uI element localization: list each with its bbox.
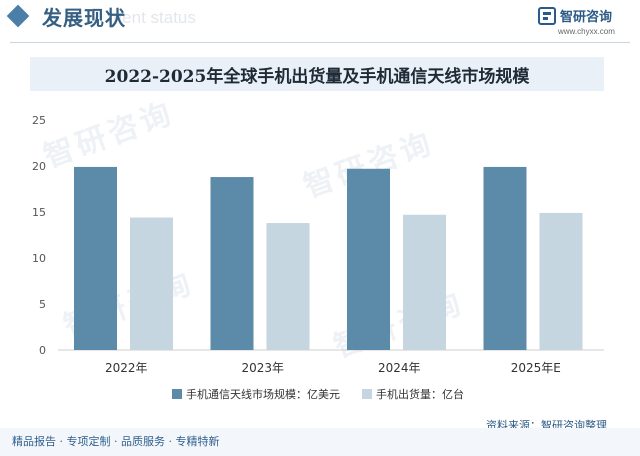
x-tick-label: 2023年 xyxy=(241,361,284,375)
bar-shipment xyxy=(403,214,446,350)
chart-title: 2022-2025年全球手机出货量及手机通信天线市场规模 xyxy=(104,67,530,87)
header-divider xyxy=(10,42,630,43)
legend-swatch-market xyxy=(172,389,182,399)
bar-shipment xyxy=(266,223,310,350)
bar-market xyxy=(210,177,254,350)
legend-swatch-shipment xyxy=(362,389,372,399)
bar-market xyxy=(74,166,117,350)
y-tick-label: 10 xyxy=(32,252,46,265)
x-tick-label: 2025年E xyxy=(511,361,561,375)
legend-label-shipment: 手机出货量：亿台 xyxy=(376,388,464,401)
y-tick-label: 5 xyxy=(39,298,46,311)
footer-tagline: 精品报告 · 专项定制 · 品质服务 · 专精特新 xyxy=(12,435,220,448)
page-header: ment status 发展现状 智研咨询 www.chyxx.com xyxy=(0,0,640,43)
brand-logo: 智研咨询 www.chyxx.com xyxy=(538,5,638,41)
chart-title-band: 2022-2025年全球手机出货量及手机通信天线市场规模 xyxy=(30,57,604,91)
x-tick-label: 2022年 xyxy=(105,361,148,375)
footer-band xyxy=(0,428,640,456)
y-tick-label: 0 xyxy=(39,344,46,357)
y-tick-label: 20 xyxy=(32,160,46,173)
section-title: 发展现状 xyxy=(42,6,126,30)
brand-name: 智研咨询 xyxy=(560,10,613,25)
header-ghost-text: ment status xyxy=(108,8,196,27)
brand-url: www.chyxx.com xyxy=(558,27,615,36)
bar-market xyxy=(347,168,390,350)
x-tick-label: 2024年 xyxy=(378,361,421,375)
y-tick-label: 25 xyxy=(32,114,46,127)
brand-mark-icon xyxy=(538,7,556,25)
bar-market xyxy=(483,166,527,350)
legend-label-market: 手机通信天线市场规模：亿美元 xyxy=(186,388,340,401)
y-tick-label: 15 xyxy=(32,206,46,219)
bar-shipment xyxy=(539,212,583,350)
bar-shipment xyxy=(130,217,173,350)
